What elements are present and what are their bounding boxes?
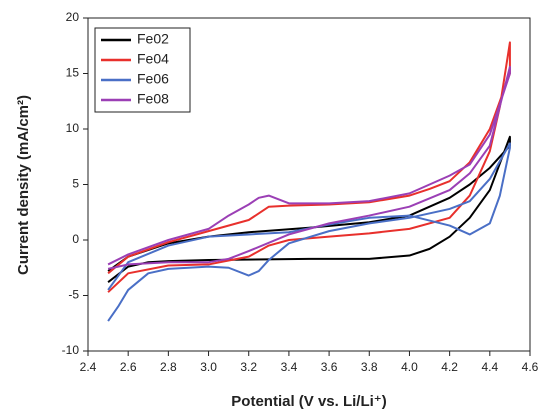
- x-tick-label: 4.4: [481, 360, 498, 374]
- x-tick-label: 3.6: [321, 360, 338, 374]
- legend-label: Fe02: [137, 31, 169, 47]
- x-tick-label: 3.8: [361, 360, 378, 374]
- y-tick-label: -10: [62, 343, 80, 357]
- y-tick-label: 5: [72, 177, 79, 191]
- x-tick-label: 2.6: [120, 360, 137, 374]
- x-tick-label: 3.4: [281, 360, 298, 374]
- y-axis-label: Current density (mA/cm²): [15, 95, 32, 275]
- data-line: [107, 41, 511, 293]
- y-tick-label: 0: [72, 232, 79, 246]
- legend-label: Fe04: [137, 51, 169, 67]
- y-tick-label: 15: [66, 66, 80, 80]
- legend-label: Fe08: [137, 91, 169, 107]
- x-axis-label: Potential (V vs. Li/Li⁺): [231, 393, 386, 410]
- data-line: [107, 65, 511, 270]
- legend: Fe02 Fe04 Fe06 Fe08: [94, 27, 191, 113]
- y-tick-label: -5: [68, 288, 79, 302]
- data-line: [107, 142, 511, 322]
- legend-label: Fe06: [137, 71, 169, 87]
- x-tick-label: 4.2: [441, 360, 458, 374]
- x-tick-label: 3.0: [200, 360, 217, 374]
- legend-box: [94, 27, 191, 113]
- x-tick-label: 2.8: [160, 360, 177, 374]
- x-tick-label: 4.6: [522, 360, 539, 374]
- x-tick-label: 4.0: [401, 360, 418, 374]
- x-tick-label: 2.4: [80, 360, 97, 374]
- y-tick-label: 20: [66, 10, 80, 24]
- y-tick-label: 10: [66, 121, 80, 135]
- x-tick-label: 3.2: [240, 360, 257, 374]
